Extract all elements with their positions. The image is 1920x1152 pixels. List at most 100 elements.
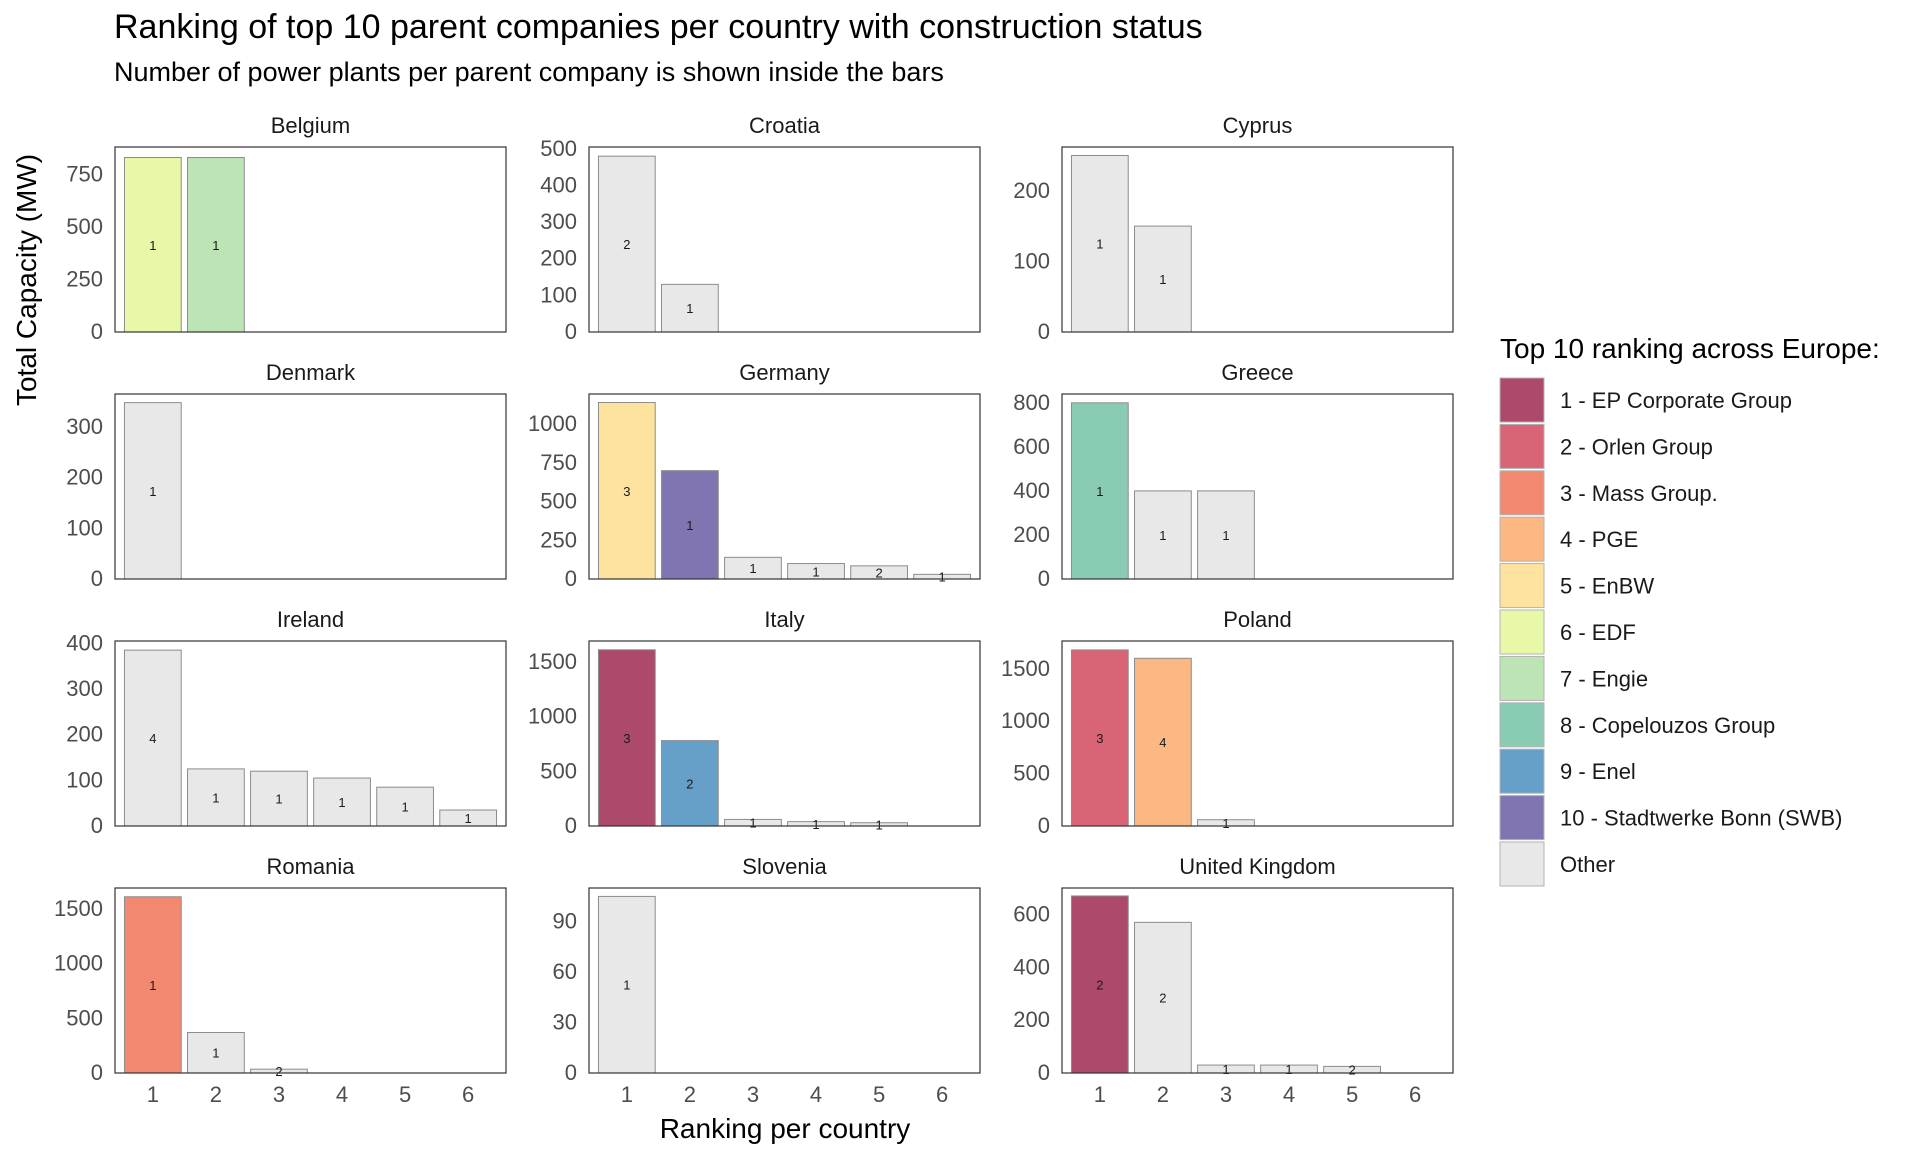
- y-tick-label: 0: [91, 1060, 103, 1085]
- bar-count-label: 4: [1159, 735, 1166, 750]
- y-tick-label: 200: [1013, 178, 1050, 203]
- bar: [1134, 657, 1192, 827]
- legend-label: 9 - Enel: [1560, 759, 1636, 784]
- panel-title: Greece: [1221, 360, 1293, 385]
- panel-croatia: Croatia 2 1 0 100 200 300 400 500: [540, 113, 981, 344]
- legend-item: 9 - Enel: [1499, 748, 1636, 794]
- y-tick-label: 300: [66, 676, 103, 701]
- bar: [1070, 895, 1129, 1074]
- x-tick-label: 2: [1157, 1082, 1169, 1107]
- panel-border: [588, 146, 981, 333]
- y-tick-label: 0: [565, 566, 577, 591]
- bar: [661, 470, 719, 580]
- panel-romania: Romania 1 1 2 0 500 1000 1500 1 2 3 4 5 6: [54, 854, 507, 1107]
- legend-swatch: [1499, 655, 1545, 701]
- bar: [376, 786, 434, 827]
- legend-item: 4 - PGE: [1499, 516, 1638, 562]
- panel-title: Belgium: [271, 113, 350, 138]
- bar: [661, 283, 719, 333]
- y-tick-label: 200: [66, 465, 103, 490]
- legend-label: 10 - Stadtwerke Bonn (SWB): [1560, 806, 1842, 831]
- bar: [1070, 402, 1129, 580]
- panel-title: Cyprus: [1223, 113, 1293, 138]
- y-tick-label: 600: [1013, 901, 1050, 926]
- y-tick-label: 500: [540, 489, 577, 514]
- y-axis-title: Total Capacity (MW): [11, 154, 42, 406]
- y-tick-label: 1000: [54, 951, 103, 976]
- y-tick-label: 0: [1038, 319, 1050, 344]
- bar-count-label: 1: [875, 817, 882, 832]
- bar-count-label: 1: [623, 978, 630, 993]
- x-tick-label: 6: [462, 1082, 474, 1107]
- bar-count-label: 1: [1285, 1062, 1292, 1077]
- bar-count-label: 2: [623, 237, 630, 252]
- x-tick-label: 4: [1283, 1082, 1295, 1107]
- legend-item: 5 - EnBW: [1499, 563, 1654, 609]
- bar: [1070, 154, 1129, 333]
- bar-count-label: 1: [1096, 484, 1103, 499]
- legend-item: Other: [1499, 841, 1615, 887]
- y-tick-label: 750: [540, 450, 577, 475]
- y-tick-label: 400: [66, 630, 103, 655]
- legend-swatch: [1499, 377, 1545, 423]
- panel-title: Croatia: [749, 113, 821, 138]
- legend: Top 10 ranking across Europe: 1 - EP Cor…: [1499, 333, 1880, 887]
- legend-swatch: [1499, 470, 1545, 516]
- bar: [123, 402, 182, 580]
- legend-item: 10 - Stadtwerke Bonn (SWB): [1499, 795, 1842, 841]
- y-tick-label: 0: [91, 319, 103, 344]
- bar-count-label: 1: [465, 811, 472, 826]
- panel-border: [588, 640, 981, 827]
- y-tick-label: 90: [553, 909, 577, 934]
- bar: [123, 896, 182, 1074]
- x-tick-label: 2: [684, 1082, 696, 1107]
- bar-count-label: 1: [275, 792, 282, 807]
- panel-cyprus: Cyprus 1 1 0 100 200: [1013, 113, 1454, 344]
- legend-swatch: [1499, 702, 1545, 748]
- y-tick-label: 30: [553, 1010, 577, 1035]
- legend-swatch: [1499, 516, 1545, 562]
- panel-border: [114, 887, 507, 1074]
- y-tick-label: 500: [66, 1005, 103, 1030]
- legend-label: 6 - EDF: [1560, 620, 1636, 645]
- panel-slovenia: Slovenia 1 0 30 60 90 1 2 3 4 5 6: [553, 854, 981, 1107]
- bar-count-label: 1: [749, 816, 756, 831]
- x-tick-label: 2: [210, 1082, 222, 1107]
- y-tick-label: 400: [1013, 478, 1050, 503]
- x-tick-label: 5: [873, 1082, 885, 1107]
- x-tick-label: 4: [810, 1082, 822, 1107]
- panel-border: [1061, 146, 1454, 333]
- bar-count-label: 1: [686, 301, 693, 316]
- bar-count-label: 1: [1222, 1062, 1229, 1077]
- bar: [123, 649, 182, 827]
- y-tick-label: 300: [540, 209, 577, 234]
- x-tick-label: 5: [1346, 1082, 1358, 1107]
- panel-title: Romania: [266, 854, 355, 879]
- panel-title: Ireland: [277, 607, 344, 632]
- y-tick-label: 500: [66, 214, 103, 239]
- x-tick-label: 1: [1094, 1082, 1106, 1107]
- bar: [1134, 921, 1192, 1074]
- legend-swatch: [1499, 795, 1545, 841]
- y-tick-label: 1500: [528, 649, 577, 674]
- y-tick-label: 250: [66, 266, 103, 291]
- bar-count-label: 3: [623, 731, 630, 746]
- x-tick-label: 3: [273, 1082, 285, 1107]
- bar: [313, 777, 371, 827]
- legend-label: 5 - EnBW: [1560, 574, 1654, 599]
- legend-label: Other: [1560, 852, 1615, 877]
- y-tick-label: 60: [553, 959, 577, 984]
- bar-count-label: 1: [149, 484, 156, 499]
- x-tick-label: 1: [147, 1082, 159, 1107]
- bar-count-label: 1: [812, 817, 819, 832]
- legend-label: 7 - Engie: [1560, 666, 1648, 691]
- y-tick-label: 200: [66, 722, 103, 747]
- panel-title: Slovenia: [742, 854, 827, 879]
- panel-title: Germany: [739, 360, 829, 385]
- panel-title: United Kingdom: [1179, 854, 1336, 879]
- y-tick-label: 750: [66, 161, 103, 186]
- x-tick-label: 1: [621, 1082, 633, 1107]
- bar: [123, 157, 182, 333]
- bar-count-label: 2: [1348, 1063, 1355, 1078]
